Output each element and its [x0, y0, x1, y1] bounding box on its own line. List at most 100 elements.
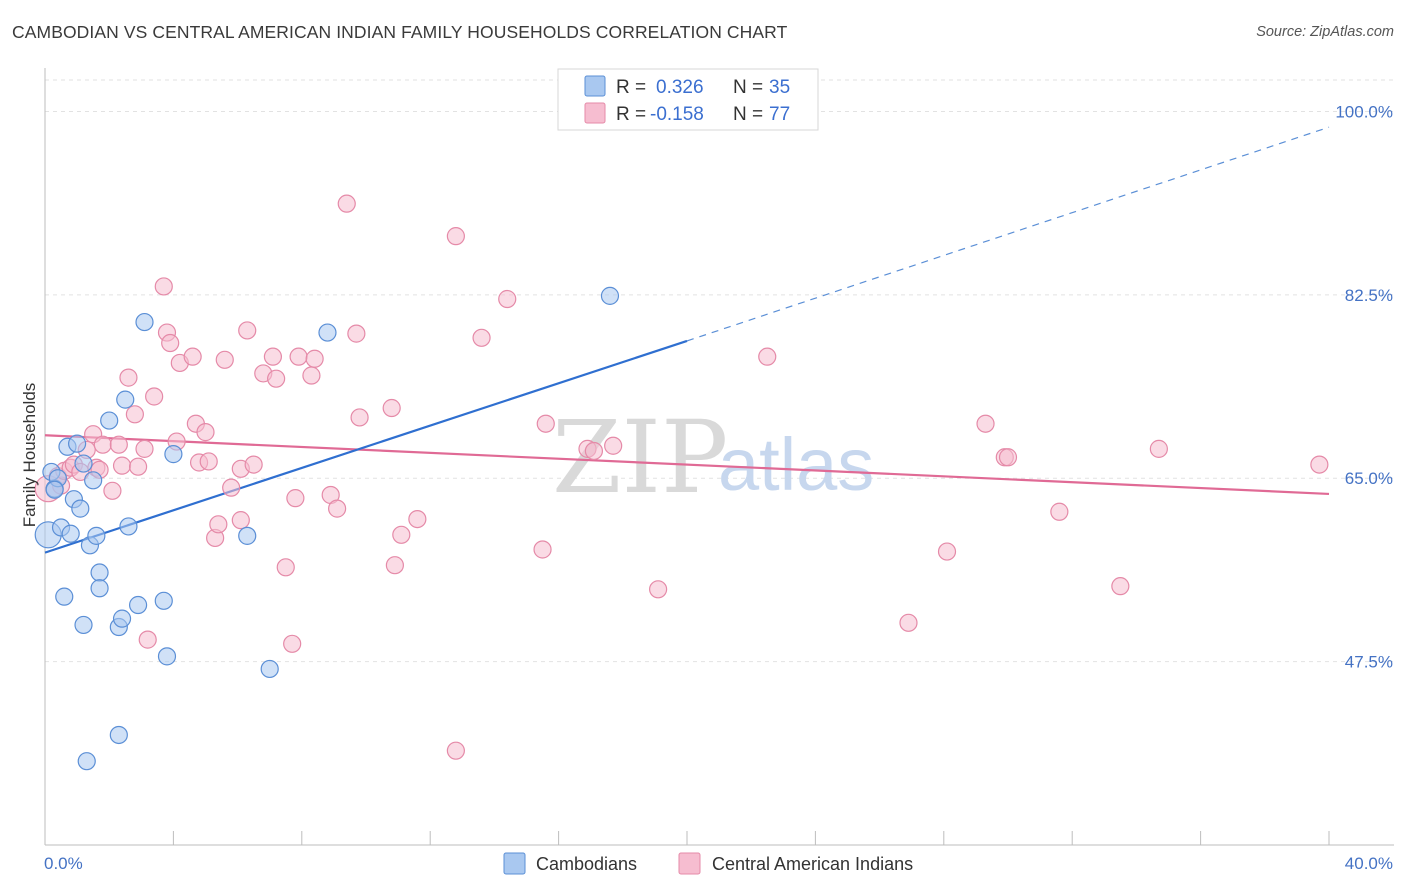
point-central-american-indians [183, 347, 202, 366]
point-central-american-indians [1050, 502, 1069, 521]
point-central-american-indians [103, 481, 122, 500]
point-cambodians [77, 752, 96, 771]
bottom-legend-cambodians: Cambodians [536, 854, 637, 874]
point-central-american-indians [305, 349, 324, 368]
point-central-american-indians [215, 350, 234, 369]
point-cambodians [90, 579, 109, 598]
point-central-american-indians [209, 515, 228, 534]
point-central-american-indians [302, 366, 321, 385]
point-central-american-indians [135, 439, 154, 458]
point-cambodians [260, 659, 279, 679]
series-legend: Cambodians Central American Indians [503, 852, 913, 875]
point-central-american-indians [998, 448, 1018, 467]
point-central-american-indians [138, 630, 157, 649]
point-central-american-indians [382, 398, 401, 418]
point-cambodians [157, 647, 177, 666]
point-central-american-indians [276, 558, 295, 577]
axes [44, 68, 1394, 846]
point-central-american-indians [222, 478, 241, 497]
bottom-legend-central-american-indians: Central American Indians [712, 854, 913, 874]
point-cambodians [164, 445, 183, 464]
point-cambodians [74, 454, 93, 473]
point-central-american-indians [498, 289, 517, 309]
legend-r-label-2: R = [616, 104, 646, 125]
point-central-american-indians [533, 540, 552, 559]
point-cambodians [87, 526, 106, 545]
legend-r-value-1: 0.326 [656, 77, 704, 98]
point-central-american-indians [1310, 455, 1329, 474]
point-cambodians [135, 312, 154, 332]
legend-n-label-2: N = [733, 104, 763, 125]
point-central-american-indians [899, 613, 918, 632]
y-tick-label: 82.5% [1345, 286, 1393, 305]
bottom-legend-swatch-cambodians [503, 852, 526, 875]
point-cambodians [84, 471, 103, 490]
point-central-american-indians [112, 456, 132, 475]
point-central-american-indians [584, 441, 604, 461]
point-central-american-indians [536, 414, 555, 433]
point-central-american-indians [109, 435, 128, 454]
point-central-american-indians [446, 227, 465, 246]
trend-line-cambodians [44, 339, 688, 554]
point-central-american-indians [408, 509, 427, 529]
x-tick-label: 40.0% [1345, 854, 1393, 873]
point-cambodians [100, 411, 119, 430]
watermark-zip: ZIP [552, 399, 728, 516]
y-tick-label: 100.0% [1335, 102, 1393, 121]
point-central-american-indians [199, 452, 218, 471]
point-cambodians [61, 524, 80, 543]
point-central-american-indians [604, 436, 623, 455]
trend-line-central-american-indians [44, 434, 1330, 496]
watermark: ZIP atlas [552, 399, 874, 516]
point-central-american-indians [128, 457, 148, 476]
point-cambodians [55, 587, 74, 606]
chart-title: CAMBODIAN VS CENTRAL AMERICAN INDIAN FAM… [12, 22, 788, 42]
point-central-american-indians [350, 408, 369, 427]
point-central-american-indians [385, 556, 404, 575]
trend-lines [44, 126, 1330, 554]
y-tick-label: 65.0% [1345, 469, 1393, 488]
scatter-points [34, 194, 1329, 771]
point-central-american-indians [119, 368, 138, 387]
point-central-american-indians [238, 321, 257, 340]
point-central-american-indians [976, 414, 995, 433]
point-central-american-indians [392, 525, 411, 544]
x-tick-labels: 0.0% 40.0% [44, 854, 1393, 873]
grid [45, 79, 1394, 663]
point-cambodians [45, 480, 64, 499]
point-cambodians [600, 286, 620, 305]
point-central-american-indians [286, 489, 305, 508]
point-central-american-indians [446, 741, 465, 760]
point-central-american-indians [1111, 577, 1130, 596]
point-cambodians [116, 390, 135, 409]
correlation-legend: R = 0.326 N = 35 R = -0.158 N = 77 [557, 68, 819, 131]
legend-r-value-2: -0.158 [650, 104, 704, 125]
point-cambodians [154, 591, 173, 610]
point-cambodians [119, 517, 138, 536]
point-cambodians [71, 499, 90, 518]
point-cambodians [318, 323, 337, 342]
point-central-american-indians [161, 333, 180, 353]
point-central-american-indians [937, 542, 957, 561]
point-central-american-indians [649, 580, 668, 599]
point-central-american-indians [1149, 439, 1168, 458]
y-tick-labels: 47.5% 65.0% 82.5% 100.0% [1335, 102, 1393, 671]
source-credit: Source: ZipAtlas.com [1256, 24, 1394, 40]
legend-swatch-central-american-indians [584, 102, 606, 124]
legend-n-label-1: N = [733, 77, 763, 98]
point-central-american-indians [244, 455, 263, 474]
point-central-american-indians [337, 194, 356, 213]
point-central-american-indians [328, 499, 347, 518]
point-central-american-indians [472, 328, 491, 347]
y-axis-label: Family Households [20, 383, 39, 528]
legend-n-value-1: 35 [769, 77, 790, 98]
trend-line-cambodians-extension [686, 126, 1330, 342]
point-central-american-indians [145, 387, 164, 406]
point-central-american-indians [231, 511, 250, 530]
point-cambodians [74, 615, 93, 635]
legend-r-label-1: R = [616, 77, 646, 98]
bottom-legend-swatch-central-american-indians [678, 852, 701, 875]
legend-n-value-2: 77 [769, 104, 790, 125]
point-central-american-indians [196, 423, 215, 442]
